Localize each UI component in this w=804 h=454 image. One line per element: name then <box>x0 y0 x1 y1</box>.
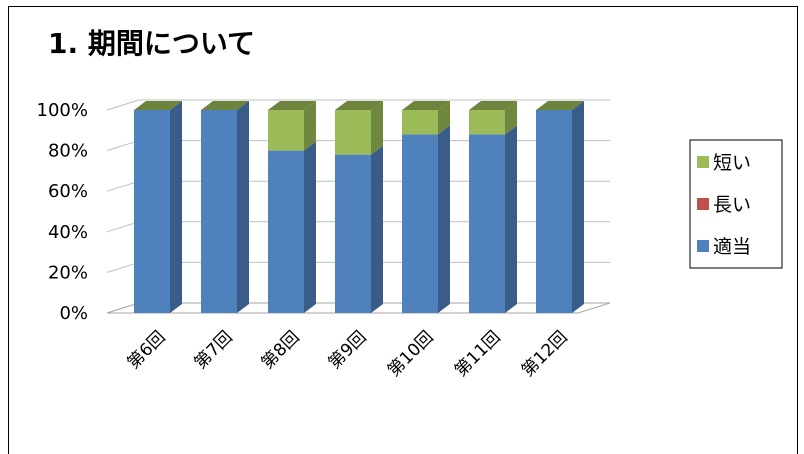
bar-top <box>268 101 316 110</box>
y-tick-label: 20% <box>48 262 88 283</box>
bar-segment-side <box>438 101 450 135</box>
x-tick-label: 第11回 <box>451 327 504 380</box>
gridline-side <box>106 261 140 273</box>
bar-segment <box>201 110 237 313</box>
bar-top <box>335 101 383 110</box>
bar-top <box>134 101 182 110</box>
bar-segment <box>134 110 170 313</box>
x-tick-label: 第6回 <box>124 327 170 373</box>
bar-segment-side <box>371 101 383 155</box>
bar-top <box>469 101 517 110</box>
y-tick-label: 0% <box>59 303 88 324</box>
bar-segment-side <box>304 101 316 151</box>
gridline-side <box>106 140 140 152</box>
x-axis: 第6回 第7回 第8回 第9回 第10回 第11回 第12回 <box>124 327 572 380</box>
bar-segment <box>469 134 505 313</box>
bar-segment <box>536 110 572 313</box>
bar-segment-side <box>572 101 584 313</box>
chart-title: 1. 期間について <box>48 27 255 60</box>
bar-segment <box>268 110 304 151</box>
gridline-side <box>106 221 140 233</box>
bar-segment <box>402 134 438 313</box>
bar-segment-side <box>304 141 316 313</box>
gridline-side <box>106 180 140 192</box>
bar-segment <box>469 110 505 135</box>
y-tick-label: 80% <box>48 141 88 162</box>
x-tick-label: 第8回 <box>258 327 304 373</box>
x-tick-label: 第12回 <box>518 327 571 380</box>
bar-segment-side <box>505 101 517 135</box>
legend-label: 適当 <box>713 236 751 258</box>
legend-swatch <box>697 156 709 168</box>
gridline-side <box>106 99 140 111</box>
y-tick-label: 40% <box>48 222 88 243</box>
bar-segment <box>335 154 371 313</box>
x-tick-label: 第7回 <box>191 327 237 373</box>
bar-segment-side <box>371 145 383 313</box>
x-tick-label: 第10回 <box>384 327 437 380</box>
bar-segment <box>402 110 438 135</box>
bar-segment <box>335 110 371 155</box>
y-axis: 0% 20% 40% 60% 80% 100% <box>37 100 88 324</box>
bar-segment-side <box>237 101 249 313</box>
y-tick-label: 60% <box>48 181 88 202</box>
bar-top <box>402 101 450 110</box>
x-tick-label: 第9回 <box>325 327 371 373</box>
bars <box>134 101 584 313</box>
legend-swatch <box>697 240 709 252</box>
bar-segment-side <box>438 125 450 313</box>
legend-label: 短い <box>713 152 751 174</box>
y-tick-label: 100% <box>37 100 88 121</box>
chart-frame <box>8 6 798 454</box>
legend-swatch <box>697 198 709 210</box>
bar-top <box>201 101 249 110</box>
bar-segment-side <box>505 125 517 313</box>
legend-label: 長い <box>713 194 751 216</box>
bar-top <box>536 101 584 110</box>
bar-segment <box>268 150 304 313</box>
bar-segment-side <box>170 101 182 313</box>
